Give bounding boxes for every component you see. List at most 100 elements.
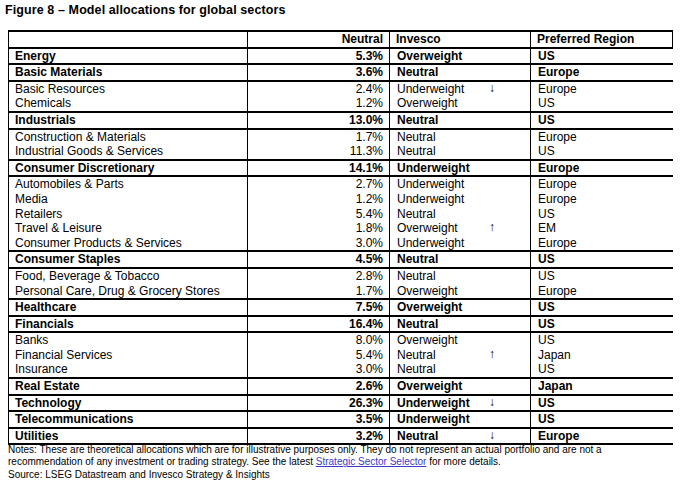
sector-cell: Construction & Materials [9, 129, 248, 145]
neutral-weight-cell: 2.6% [248, 378, 390, 395]
sector-cell: Food, Beverage & Tobacco [9, 268, 248, 284]
table-row: Media1.2%UnderweightEurope [9, 192, 673, 207]
sector-cell: Utilities [9, 428, 248, 445]
sector-cell: Basic Resources [9, 81, 248, 97]
allocations-table: Neutral Invesco Preferred Region Energy5… [8, 30, 673, 445]
sector-cell: Media [9, 192, 248, 207]
stance-label: Neutral [397, 348, 436, 362]
sector-cell: Industrial Goods & Services [9, 144, 248, 160]
sector-cell: Healthcare [9, 299, 248, 316]
table-row: Financials16.4%NeutralUS [9, 316, 673, 333]
table-row: Basic Materials3.6%NeutralEurope [9, 64, 673, 81]
table-row: Telecommunications3.5%UnderweightUS [9, 411, 673, 428]
preferred-region-cell: Europe [531, 176, 673, 192]
table-row: Consumer Staples4.5%NeutralUS [9, 251, 673, 268]
invesco-stance-cell: Underweight [390, 160, 531, 177]
neutral-weight-cell: 13.0% [248, 112, 390, 129]
table-row: Financial Services5.4% Neutral ↑ Japan [9, 348, 673, 363]
invesco-stance-cell: Overweight [390, 299, 531, 316]
figure-title: Figure 8 – Model allocations for global … [5, 3, 285, 17]
stance-label: Neutral [397, 429, 438, 443]
sector-cell: Travel & Leisure [9, 221, 248, 236]
stance-label: Neutral [397, 65, 438, 79]
stance-label: Neutral [397, 144, 436, 158]
neutral-weight-cell: 3.0% [248, 236, 390, 252]
invesco-stance-cell: Underweight [390, 192, 531, 207]
invesco-stance-cell: Neutral [390, 144, 531, 160]
table-row: Consumer Products & Services3.0%Underwei… [9, 236, 673, 252]
neutral-weight-cell: 16.4% [248, 316, 390, 333]
preferred-region-cell: Europe [531, 129, 673, 145]
preferred-region-cell: Japan [531, 348, 673, 363]
invesco-stance-cell: Overweight [390, 96, 531, 112]
header-invesco: Invesco [390, 31, 531, 48]
invesco-stance-cell: Neutral↓ [390, 428, 531, 445]
preferred-region-cell: Europe [531, 160, 673, 177]
invesco-stance-cell: Overweight [390, 284, 531, 300]
neutral-weight-cell: 2.7% [248, 176, 390, 192]
sector-cell: Real Estate [9, 378, 248, 395]
invesco-stance-cell: Underweight [390, 176, 531, 192]
invesco-stance-cell: Neutral [390, 316, 531, 333]
table-row: Personal Care, Drug & Grocery Stores1.7%… [9, 284, 673, 300]
neutral-weight-cell: 5.3% [248, 48, 390, 65]
invesco-stance-cell: Underweight [390, 411, 531, 428]
preferred-region-cell: US [531, 299, 673, 316]
sector-cell: Insurance [9, 362, 248, 378]
preferred-region-cell: US [531, 268, 673, 284]
neutral-weight-cell: 5.4% [248, 348, 390, 363]
sector-cell: Consumer Discretionary [9, 160, 248, 177]
neutral-weight-cell: 3.2% [248, 428, 390, 445]
invesco-stance-cell: Neutral [390, 112, 531, 129]
table-row: Insurance3.0%NeutralUS [9, 362, 673, 378]
preferred-region-cell: Japan [531, 378, 673, 395]
stance-label: Neutral [397, 252, 438, 266]
notes: Notes: These are theoretical allocations… [8, 444, 678, 481]
table-row: Automobiles & Parts2.7%UnderweightEurope [9, 176, 673, 192]
invesco-stance-cell: Neutral [390, 268, 531, 284]
invesco-stance-cell: Neutral [390, 64, 531, 81]
header-neutral: Neutral [248, 31, 390, 48]
trend-down-arrow-icon: ↓ [489, 82, 495, 95]
stance-label: Overweight [397, 333, 458, 347]
preferred-region-cell: US [531, 251, 673, 268]
preferred-region-cell: Europe [531, 192, 673, 207]
trend-down-arrow-icon: ↓ [489, 396, 495, 409]
invesco-stance-cell: Neutral [390, 129, 531, 145]
stance-label: Underweight [397, 82, 464, 96]
notes-text-after-link: for more details. [426, 456, 500, 467]
neutral-weight-cell: 2.8% [248, 268, 390, 284]
neutral-weight-cell: 26.3% [248, 395, 390, 412]
source-line: Source: LSEG Datastream and Invesco Stra… [8, 469, 678, 481]
stance-label: Overweight [397, 221, 458, 235]
header-sector [9, 31, 248, 48]
sector-cell: Financial Services [9, 348, 248, 363]
stance-label: Overweight [397, 96, 458, 110]
table-row: Real Estate2.6%OverweightJapan [9, 378, 673, 395]
table-row: Utilities3.2%Neutral↓Europe [9, 428, 673, 445]
sector-cell: Industrials [9, 112, 248, 129]
stance-label: Underweight [397, 192, 464, 206]
strategic-sector-selector-link[interactable]: Strategic Sector Selector [316, 456, 427, 467]
table-row: Basic Resources2.4%Underweight↓Europe [9, 81, 673, 97]
stance-label: Underweight [397, 412, 470, 426]
stance-label: Neutral [397, 130, 436, 144]
sector-cell: Personal Care, Drug & Grocery Stores [9, 284, 248, 300]
notes-text-before-link: Notes: These are theoretical allocations… [8, 444, 602, 467]
sector-cell: Consumer Staples [9, 251, 248, 268]
table-row: Consumer Discretionary14.1%UnderweightEu… [9, 160, 673, 177]
invesco-stance-cell: Underweight [390, 236, 531, 252]
sector-cell: Banks [9, 332, 248, 348]
preferred-region-cell: US [531, 144, 673, 160]
invesco-stance-cell: Underweight ↓ [390, 395, 531, 412]
preferred-region-cell: Europe [531, 81, 673, 97]
trend-up-arrow-icon: ↑ [489, 348, 495, 361]
stance-label: Overweight [397, 284, 458, 298]
sector-cell: Retailers [9, 207, 248, 222]
header-region: Preferred Region [531, 31, 673, 48]
stance-label: Neutral [397, 362, 436, 376]
preferred-region-cell: US [531, 112, 673, 129]
stance-label: Underweight [397, 396, 470, 410]
invesco-stance-cell: Neutral [390, 207, 531, 222]
neutral-weight-cell: 3.5% [248, 411, 390, 428]
